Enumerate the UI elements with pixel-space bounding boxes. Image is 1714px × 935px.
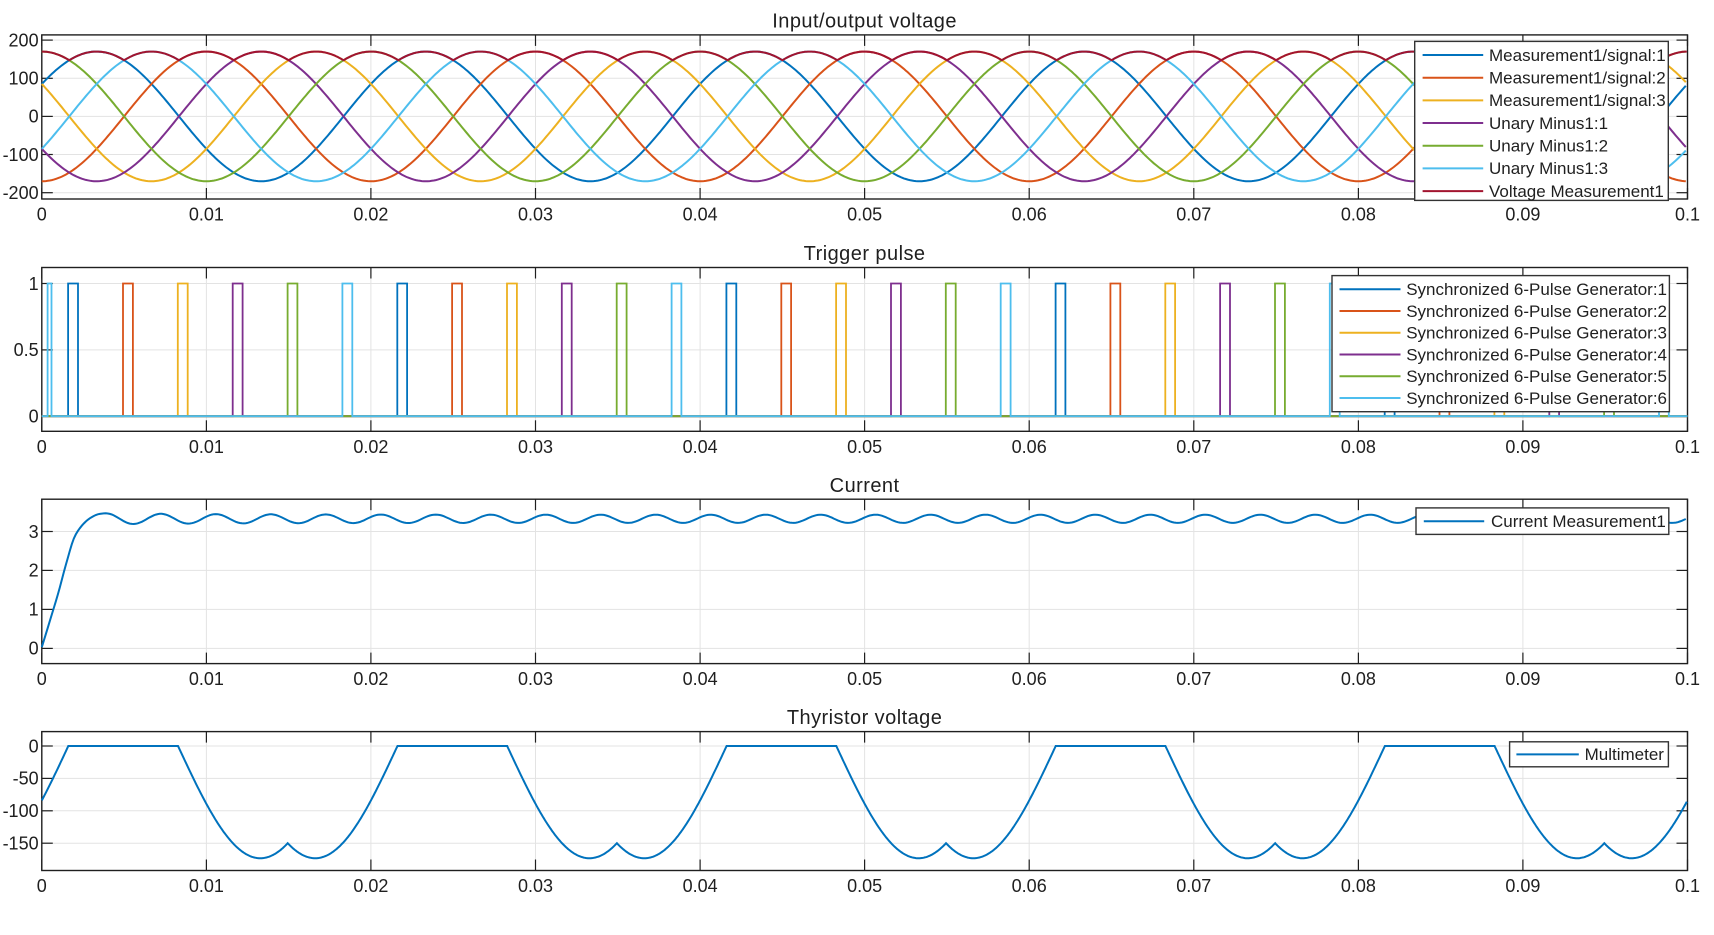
- svg-text:Synchronized 6-Pulse Generator: Synchronized 6-Pulse Generator:3: [1406, 324, 1667, 343]
- svg-text:2: 2: [29, 561, 39, 581]
- svg-text:Multimeter: Multimeter: [1585, 745, 1665, 764]
- svg-text:0.06: 0.06: [1012, 437, 1047, 457]
- svg-text:0.04: 0.04: [683, 205, 718, 225]
- svg-text:0.06: 0.06: [1012, 669, 1047, 689]
- svg-text:0.1: 0.1: [1675, 205, 1700, 225]
- svg-text:0.07: 0.07: [1176, 205, 1211, 225]
- svg-text:0.02: 0.02: [353, 205, 388, 225]
- svg-text:-50: -50: [13, 769, 39, 789]
- svg-text:0.07: 0.07: [1176, 876, 1211, 896]
- svg-text:0.08: 0.08: [1341, 437, 1376, 457]
- svg-text:0: 0: [37, 437, 47, 457]
- svg-text:0.05: 0.05: [847, 669, 882, 689]
- svg-text:0.5: 0.5: [14, 340, 39, 360]
- svg-text:0.02: 0.02: [353, 669, 388, 689]
- svg-text:0.07: 0.07: [1176, 437, 1211, 457]
- svg-text:0: 0: [29, 407, 39, 427]
- svg-text:0.05: 0.05: [847, 876, 882, 896]
- svg-text:1: 1: [29, 274, 39, 294]
- svg-text:0.06: 0.06: [1012, 876, 1047, 896]
- svg-text:0.04: 0.04: [683, 669, 718, 689]
- svg-text:0.08: 0.08: [1341, 205, 1376, 225]
- svg-text:Voltage Measurement1: Voltage Measurement1: [1489, 182, 1664, 201]
- svg-text:0.07: 0.07: [1176, 669, 1211, 689]
- svg-text:Synchronized 6-Pulse Generator: Synchronized 6-Pulse Generator:2: [1406, 302, 1667, 321]
- svg-text:0: 0: [29, 736, 39, 756]
- svg-text:-100: -100: [3, 801, 39, 821]
- svg-text:0: 0: [29, 107, 39, 127]
- svg-text:0.09: 0.09: [1505, 876, 1540, 896]
- svg-text:Current: Current: [830, 475, 900, 497]
- svg-text:Unary Minus1:3: Unary Minus1:3: [1489, 159, 1608, 178]
- svg-text:0.1: 0.1: [1675, 669, 1700, 689]
- svg-text:0.04: 0.04: [683, 437, 718, 457]
- svg-text:Measurement1/signal:3: Measurement1/signal:3: [1489, 91, 1666, 110]
- svg-text:0: 0: [37, 669, 47, 689]
- svg-text:0: 0: [37, 876, 47, 896]
- svg-text:0.03: 0.03: [518, 876, 553, 896]
- svg-text:0: 0: [29, 639, 39, 659]
- svg-text:Synchronized 6-Pulse Generator: Synchronized 6-Pulse Generator:5: [1406, 367, 1667, 386]
- svg-text:0.02: 0.02: [353, 876, 388, 896]
- svg-text:0.04: 0.04: [683, 876, 718, 896]
- svg-text:0.08: 0.08: [1341, 876, 1376, 896]
- svg-text:0.06: 0.06: [1012, 205, 1047, 225]
- svg-text:0.01: 0.01: [189, 669, 224, 689]
- svg-text:0.08: 0.08: [1341, 669, 1376, 689]
- svg-text:0.03: 0.03: [518, 669, 553, 689]
- svg-text:Trigger pulse: Trigger pulse: [804, 243, 926, 265]
- svg-text:Thyristor voltage: Thyristor voltage: [787, 707, 942, 729]
- svg-text:0.03: 0.03: [518, 205, 553, 225]
- svg-text:0.05: 0.05: [847, 205, 882, 225]
- svg-text:0.09: 0.09: [1505, 669, 1540, 689]
- svg-text:Input/output voltage: Input/output voltage: [772, 11, 957, 33]
- svg-text:0.05: 0.05: [847, 437, 882, 457]
- svg-text:Synchronized 6-Pulse Generator: Synchronized 6-Pulse Generator:4: [1406, 345, 1667, 364]
- svg-text:Unary Minus1:1: Unary Minus1:1: [1489, 114, 1608, 133]
- svg-text:Synchronized 6-Pulse Generator: Synchronized 6-Pulse Generator:1: [1406, 280, 1667, 299]
- svg-text:0.1: 0.1: [1675, 437, 1700, 457]
- svg-text:-150: -150: [3, 834, 39, 854]
- svg-text:Measurement1/signal:1: Measurement1/signal:1: [1489, 46, 1666, 65]
- svg-text:Measurement1/signal:2: Measurement1/signal:2: [1489, 69, 1666, 88]
- svg-text:0.09: 0.09: [1505, 437, 1540, 457]
- svg-text:-100: -100: [3, 145, 39, 165]
- svg-text:0.01: 0.01: [189, 876, 224, 896]
- svg-text:Current Measurement1: Current Measurement1: [1491, 512, 1666, 531]
- svg-text:0.03: 0.03: [518, 437, 553, 457]
- svg-text:Synchronized 6-Pulse Generator: Synchronized 6-Pulse Generator:6: [1406, 389, 1667, 408]
- svg-text:0.09: 0.09: [1505, 205, 1540, 225]
- svg-text:3: 3: [29, 522, 39, 542]
- svg-text:0: 0: [37, 205, 47, 225]
- svg-text:Unary Minus1:2: Unary Minus1:2: [1489, 137, 1608, 156]
- svg-text:100: 100: [9, 69, 39, 89]
- svg-text:1: 1: [29, 600, 39, 620]
- svg-text:0.01: 0.01: [189, 205, 224, 225]
- svg-text:0.1: 0.1: [1675, 876, 1700, 896]
- svg-text:200: 200: [9, 30, 39, 50]
- svg-text:0.02: 0.02: [353, 437, 388, 457]
- svg-text:0.01: 0.01: [189, 437, 224, 457]
- svg-text:-200: -200: [3, 183, 39, 203]
